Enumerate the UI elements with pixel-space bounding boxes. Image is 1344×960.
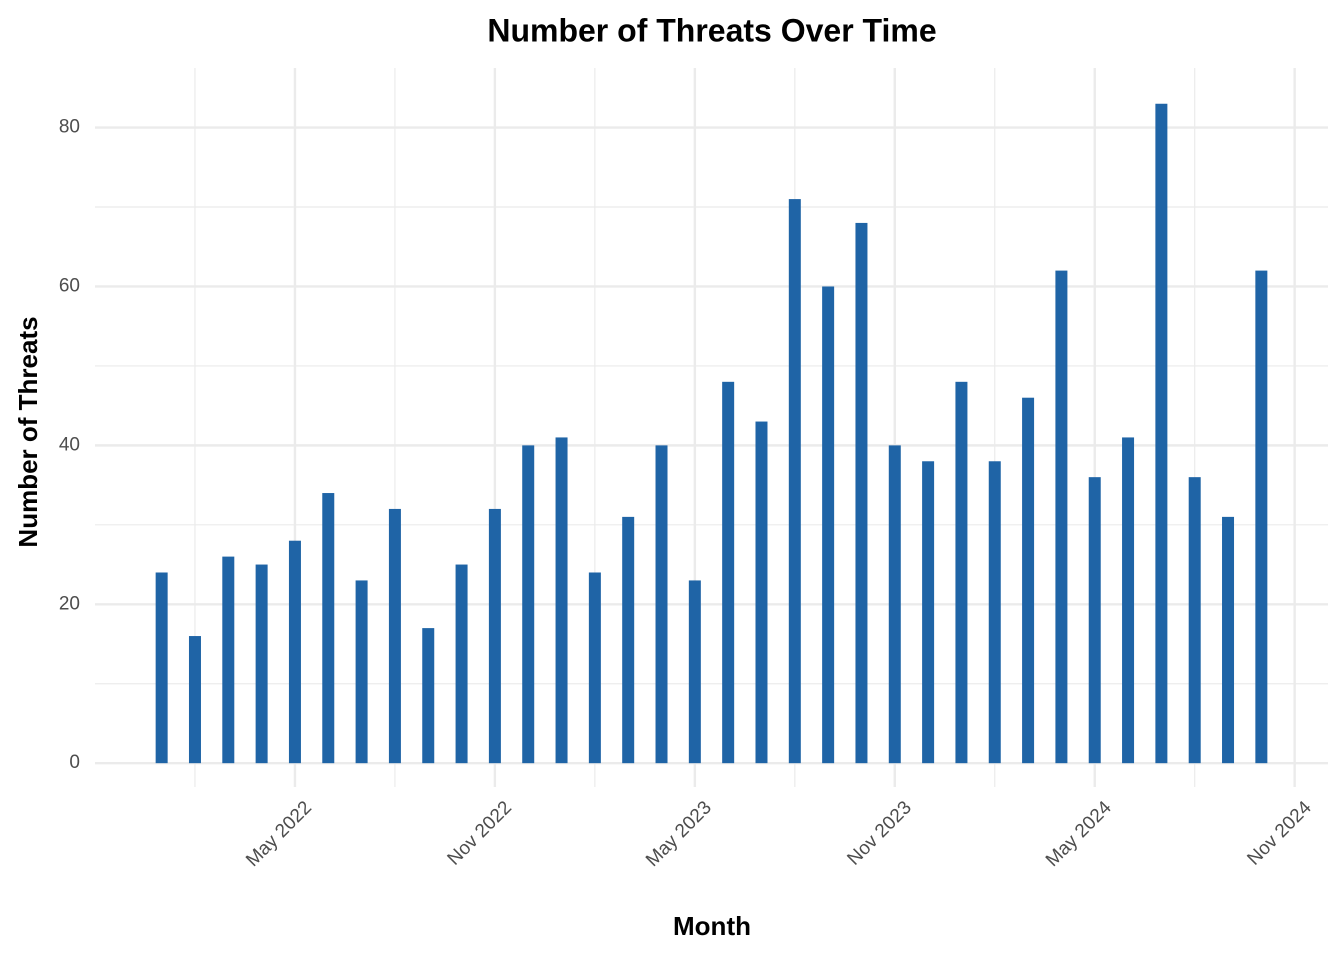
- bar: [222, 556, 235, 764]
- y-tick-label: 0: [69, 752, 80, 773]
- bar: [788, 199, 801, 764]
- bar: [722, 381, 735, 764]
- bar: [1155, 103, 1168, 764]
- bar: [555, 437, 568, 764]
- bar: [288, 540, 301, 764]
- bar: [155, 572, 168, 764]
- bar: [655, 445, 668, 764]
- x-tick-label: Nov 2024: [1243, 797, 1316, 870]
- bar: [588, 572, 601, 764]
- y-tick-label: 60: [59, 275, 80, 296]
- bar: [1088, 477, 1101, 764]
- bar: [1188, 477, 1201, 764]
- bar: [988, 461, 1001, 764]
- bar: [688, 580, 701, 764]
- bar: [522, 445, 535, 764]
- bar: [755, 421, 768, 764]
- bar: [1055, 270, 1068, 764]
- bar: [822, 286, 835, 764]
- x-tick-label: Nov 2022: [444, 797, 516, 869]
- bar: [422, 628, 435, 764]
- bar: [255, 564, 268, 764]
- bar: [888, 445, 901, 764]
- bar: [188, 636, 201, 764]
- x-tick-label: May 2024: [1042, 797, 1116, 871]
- y-tick-label: 20: [59, 593, 80, 614]
- bar: [388, 508, 401, 764]
- bar: [855, 222, 868, 764]
- bar: [955, 381, 968, 764]
- bar: [1255, 270, 1268, 764]
- x-tick-label: May 2022: [242, 797, 316, 871]
- grid: [95, 68, 1328, 787]
- y-tick-label: 80: [59, 117, 80, 138]
- y-tick-label: 40: [59, 434, 80, 455]
- bar: [355, 580, 368, 764]
- x-axis-title: Month: [673, 911, 751, 941]
- bar: [622, 516, 635, 764]
- bar: [488, 508, 501, 764]
- chart-title: Number of Threats Over Time: [487, 12, 936, 48]
- y-axis-title: Number of Threats: [13, 316, 43, 547]
- bar: [922, 461, 935, 764]
- bar: [455, 564, 468, 764]
- x-tick-label: May 2023: [642, 797, 716, 871]
- marks: [155, 103, 1268, 764]
- bar: [1222, 516, 1235, 764]
- bar: [322, 493, 335, 764]
- x-tick-label: Nov 2023: [843, 797, 915, 869]
- bar: [1122, 437, 1135, 764]
- bar: [1022, 397, 1035, 764]
